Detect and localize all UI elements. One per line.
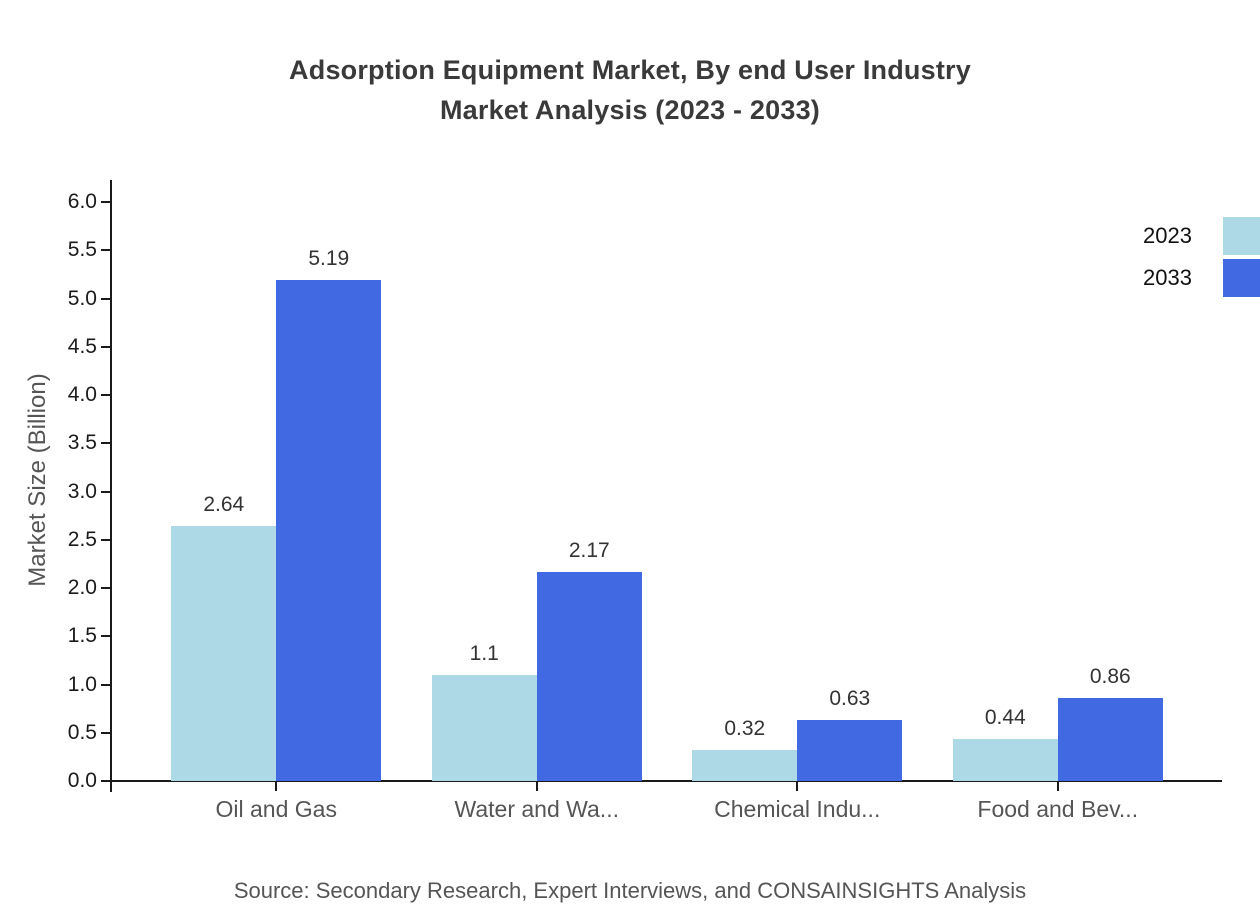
y-tick-label: 4.0 <box>67 383 97 406</box>
y-tick-label: 3.0 <box>67 479 97 503</box>
y-tick-label: 2.5 <box>67 527 97 551</box>
y-axis-line <box>110 180 112 792</box>
legend: 2023 2033 <box>1143 216 1260 300</box>
y-tick-label: 2.0 <box>67 576 97 599</box>
y-tick-mark <box>101 201 110 203</box>
bar-value-label: 0.32 <box>724 717 766 741</box>
y-tick-label: 6.0 <box>67 190 97 213</box>
x-tick-mark <box>796 780 799 791</box>
x-category-label-oil-and-gas: Oil and Gas <box>215 796 337 822</box>
bar-2033-food-and-bev <box>1057 698 1163 781</box>
bar-value-label: 5.19 <box>308 247 350 271</box>
chart-title-line1: Adsorption Equipment Market, By end User… <box>289 55 971 85</box>
legend-swatch <box>1223 258 1260 297</box>
chart-title-line2: Market Analysis (2023 - 2033) <box>439 95 820 125</box>
bar-2033-chemical-indu <box>797 720 903 781</box>
legend-item-2033: 2033 <box>1143 258 1260 297</box>
x-category-label-chemical-indu: Chemical Indu... <box>714 796 881 822</box>
x-category-label-food-and-bev: Food and Bev... <box>977 796 1139 822</box>
legend-item-2023: 2023 <box>1143 216 1260 255</box>
y-tick-mark <box>101 538 110 541</box>
x-category-label-water-and-wa: Water and Wa... <box>454 796 619 822</box>
y-tick-mark <box>101 731 110 734</box>
y-tick-label: 3.5 <box>67 431 97 455</box>
bar-value-label: 0.86 <box>1089 665 1131 688</box>
bar-value-label: 2.64 <box>203 493 245 517</box>
x-axis-line <box>110 780 1222 782</box>
y-tick-mark <box>101 297 110 300</box>
y-tick-label: 5.5 <box>67 238 97 262</box>
y-tick-label: 0.5 <box>67 720 97 744</box>
bar-2023-food-and-bev <box>952 738 1058 781</box>
y-tick-mark <box>101 683 110 686</box>
y-tick-mark <box>101 780 110 782</box>
bar-2033-water-and-wa <box>536 571 642 781</box>
y-tick-mark <box>101 587 110 589</box>
y-tick-mark <box>101 635 110 638</box>
y-tick-mark <box>101 249 110 252</box>
y-tick-label: 1.0 <box>67 672 97 696</box>
y-tick-mark <box>101 490 110 493</box>
bar-value-label: 2.17 <box>568 538 610 562</box>
legend-label: 2023 <box>1143 222 1192 248</box>
x-tick-mark <box>535 780 538 791</box>
x-tick-mark <box>1056 780 1059 791</box>
legend-swatch <box>1223 216 1260 255</box>
bar-value-label: 0.63 <box>829 687 871 711</box>
bar-2033-oil-and-gas <box>276 280 382 781</box>
bar-value-label: 1.1 <box>469 641 499 665</box>
y-tick-mark <box>101 345 110 348</box>
chart-title: Adsorption Equipment Market, By end User… <box>0 50 1260 130</box>
y-tick-label: 4.5 <box>67 334 97 358</box>
bar-value-label: 0.44 <box>984 705 1026 729</box>
y-tick-mark <box>101 394 110 396</box>
bar-2023-chemical-indu <box>692 750 798 781</box>
x-tick-mark <box>275 780 278 791</box>
bar-2023-water-and-wa <box>431 674 537 781</box>
y-tick-label: 1.5 <box>67 624 97 648</box>
legend-label: 2033 <box>1143 264 1192 290</box>
y-tick-label: 0.0 <box>67 769 97 792</box>
bar-2023-oil-and-gas <box>171 526 277 781</box>
source-note: Source: Secondary Research, Expert Inter… <box>233 878 1027 903</box>
y-tick-label: 5.0 <box>67 286 97 310</box>
y-tick-mark <box>101 442 110 445</box>
